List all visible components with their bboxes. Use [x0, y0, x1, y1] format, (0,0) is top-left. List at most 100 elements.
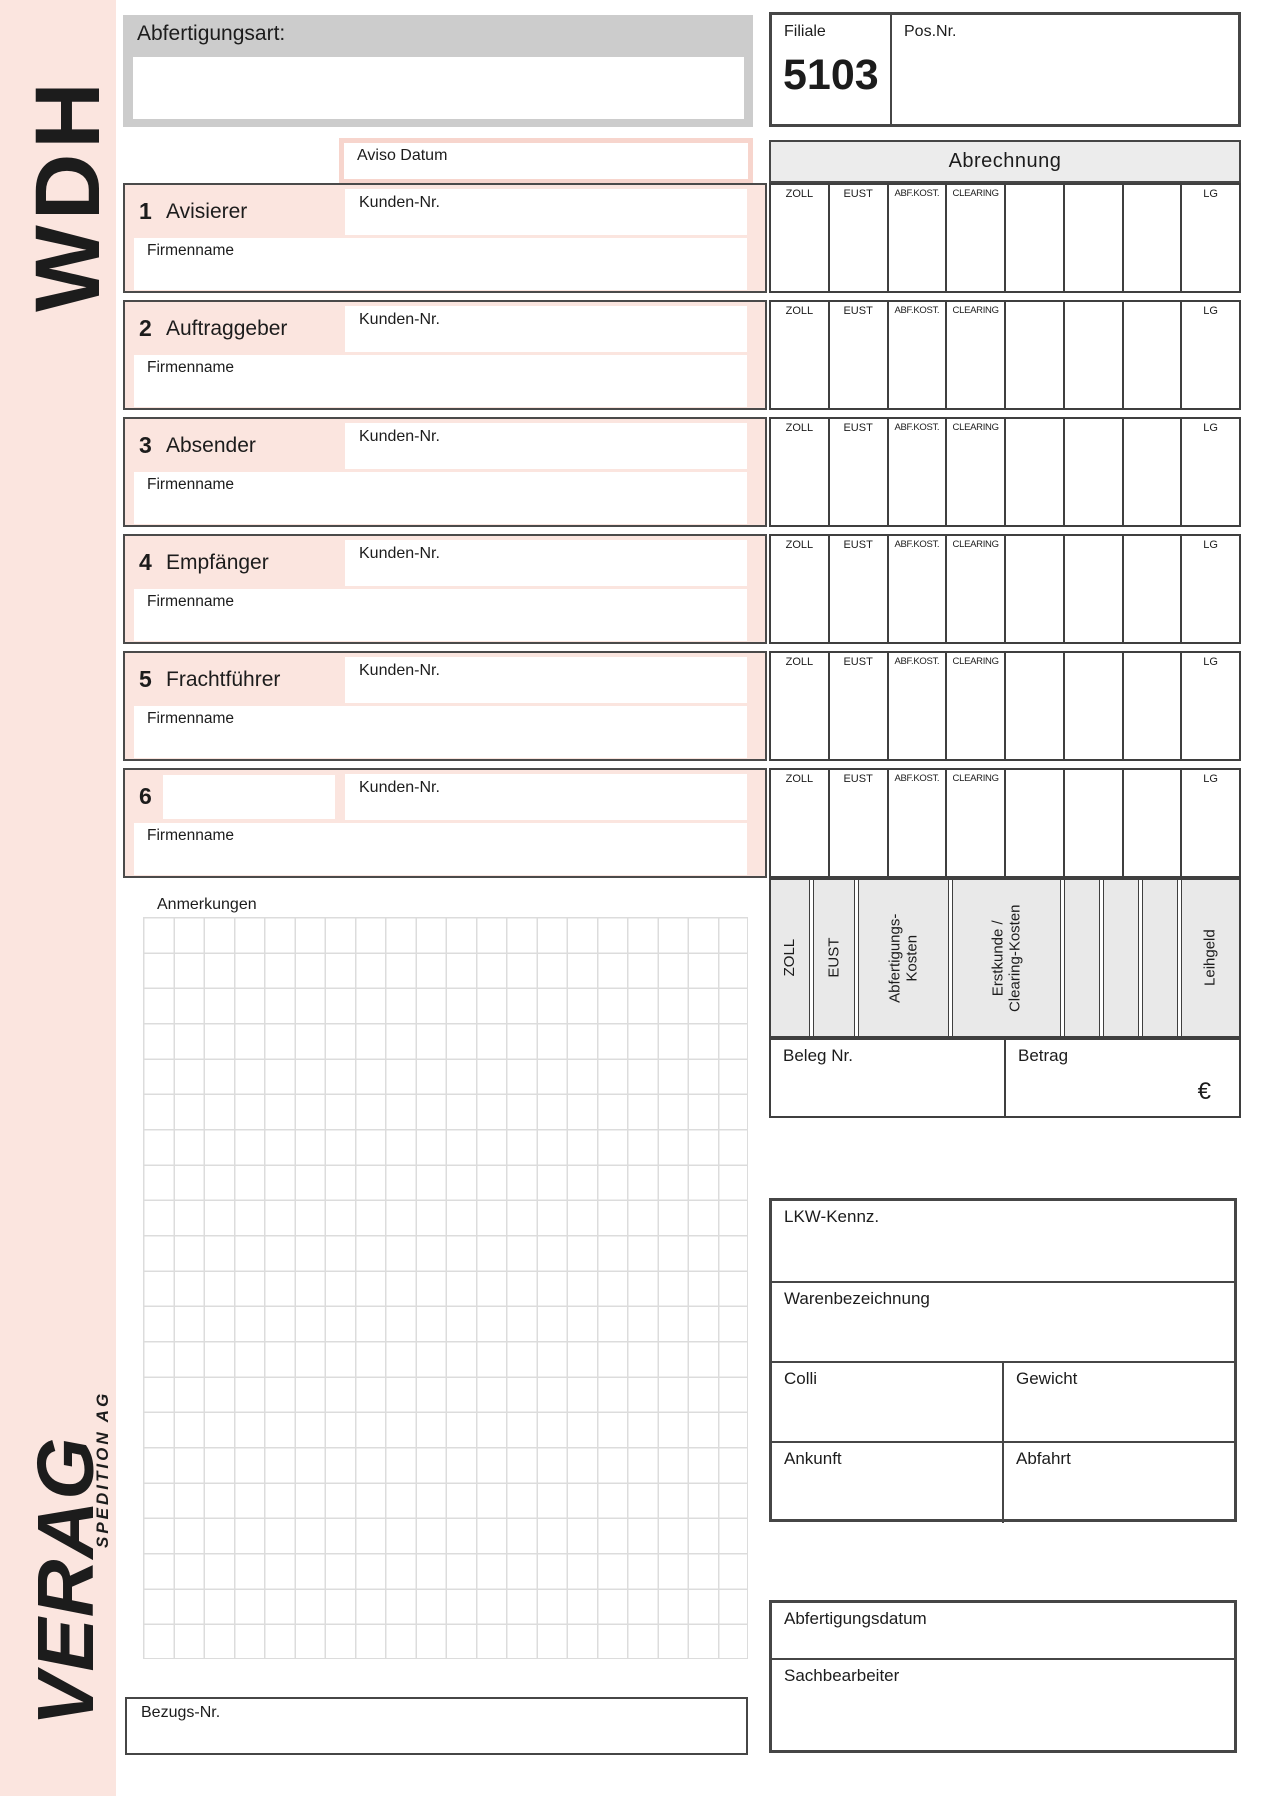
- firmenname-field[interactable]: Firmenname: [134, 706, 747, 758]
- column-header-abfkost: ABF.KOST.: [894, 422, 940, 433]
- abrechnung-cell-abfkost-row4[interactable]: ABF.KOST.: [886, 536, 946, 642]
- abrechnung-cell-eust-row1[interactable]: EUST: [827, 185, 887, 291]
- abrechnung-cell-eust-row2[interactable]: EUST: [827, 302, 887, 408]
- abrechnung-cell-zoll-row2[interactable]: ZOLL: [771, 302, 828, 408]
- abrechnung-cell-clearing-row2[interactable]: CLEARING: [945, 302, 1004, 408]
- abrechnung-cell-zoll-row1[interactable]: ZOLL: [771, 185, 828, 291]
- abrechnung-cell-abfkost-row3[interactable]: ABF.KOST.: [886, 419, 946, 525]
- abrechnung-cell-blank-row5[interactable]: [1004, 653, 1063, 759]
- footer-label: Erstkunde / Clearing-Kosten: [989, 904, 1024, 1012]
- abrechnung-cell-blank-row6[interactable]: [1062, 770, 1122, 876]
- section-2-auftraggeber: 2 Auftraggeber Kunden-Nr. Firmenname: [123, 300, 767, 410]
- abrechnung-cell-clearing-row5[interactable]: CLEARING: [945, 653, 1004, 759]
- abrechnung-cell-eust-row6[interactable]: EUST: [827, 770, 887, 876]
- bezugs-nr-field[interactable]: Bezugs-Nr.: [125, 1697, 748, 1755]
- abrechnung-cell-eust-row4[interactable]: EUST: [827, 536, 887, 642]
- colli-field[interactable]: Colli: [772, 1363, 1002, 1441]
- abrechnung-cell-blank-row1[interactable]: [1121, 185, 1181, 291]
- abrechnung-cell-clearing-row4[interactable]: CLEARING: [945, 536, 1004, 642]
- abrechnung-cell-clearing-row6[interactable]: CLEARING: [945, 770, 1004, 876]
- sachbearbeiter-field[interactable]: Sachbearbeiter: [772, 1658, 1234, 1752]
- kunden-nr-field[interactable]: Kunden-Nr.: [345, 423, 747, 469]
- column-header-eust: EUST: [843, 539, 873, 551]
- firmenname-field[interactable]: Firmenname: [134, 823, 747, 875]
- abrechnung-cell-blank-row4[interactable]: [1062, 536, 1122, 642]
- abrechnung-cell-lg-row1[interactable]: LG: [1180, 185, 1239, 291]
- abrechnung-cell-lg-row3[interactable]: LG: [1180, 419, 1239, 525]
- abrechnung-cell-blank-row3[interactable]: [1062, 419, 1122, 525]
- beleg-betrag-row: Beleg Nr. Betrag €: [769, 1038, 1241, 1118]
- abfertigungsart-input[interactable]: [133, 57, 744, 119]
- aviso-datum-field[interactable]: Aviso Datum: [339, 138, 753, 184]
- abrechnung-cell-zoll-row5[interactable]: ZOLL: [771, 653, 828, 759]
- ankunft-field[interactable]: Ankunft: [772, 1443, 1002, 1523]
- kunden-nr-field[interactable]: Kunden-Nr.: [345, 306, 747, 352]
- lkw-kennz-field[interactable]: LKW-Kennz.: [772, 1201, 1234, 1281]
- abrechnung-cell-blank-row2[interactable]: [1004, 302, 1063, 408]
- gewicht-field[interactable]: Gewicht: [1002, 1363, 1234, 1441]
- abrechnung-cell-lg-row2[interactable]: LG: [1180, 302, 1239, 408]
- firmenname-label: Firmenname: [147, 359, 234, 376]
- firmenname-label: Firmenname: [147, 710, 234, 727]
- processing-box: Abfertigungsdatum Sachbearbeiter: [769, 1600, 1237, 1753]
- abrechnung-cell-blank-row3[interactable]: [1004, 419, 1063, 525]
- firmenname-field[interactable]: Firmenname: [134, 355, 747, 407]
- firmenname-field[interactable]: Firmenname: [134, 472, 747, 524]
- warenbezeichnung-label: Warenbezeichnung: [784, 1289, 930, 1308]
- abrechnung-cell-lg-row6[interactable]: LG: [1180, 770, 1239, 876]
- abrechnung-cell-blank-row5[interactable]: [1121, 653, 1181, 759]
- section-number: 2: [139, 315, 152, 341]
- abrechnung-cell-blank-row5[interactable]: [1062, 653, 1122, 759]
- section-title: Auftraggeber: [166, 317, 288, 340]
- column-header-lg: LG: [1203, 539, 1218, 551]
- abrechnung-cell-blank-row4[interactable]: [1121, 536, 1181, 642]
- section-title: Absender: [166, 434, 256, 457]
- kunden-nr-field[interactable]: Kunden-Nr.: [345, 657, 747, 703]
- column-header-lg: LG: [1203, 656, 1218, 668]
- abrechnung-cell-blank-row6[interactable]: [1004, 770, 1063, 876]
- abrechnung-cell-blank-row2[interactable]: [1121, 302, 1181, 408]
- abrechnung-cell-zoll-row3[interactable]: ZOLL: [771, 419, 828, 525]
- section-name-input[interactable]: [163, 775, 335, 819]
- wdh-logo: WDH: [17, 77, 119, 312]
- footer-cell-leihgeld: Leihgeld: [1181, 880, 1239, 1036]
- abfahrt-field[interactable]: Abfahrt: [1002, 1443, 1234, 1523]
- abrechnung-cell-blank-row1[interactable]: [1004, 185, 1063, 291]
- abrechnung-cell-lg-row5[interactable]: LG: [1180, 653, 1239, 759]
- anmerkungen-grid[interactable]: [143, 917, 748, 1659]
- abrechnung-cell-blank-row4[interactable]: [1004, 536, 1063, 642]
- beleg-nr-field[interactable]: Beleg Nr.: [771, 1040, 1006, 1116]
- firmenname-label: Firmenname: [147, 827, 234, 844]
- abrechnung-cell-blank-row6[interactable]: [1121, 770, 1181, 876]
- firmenname-label: Firmenname: [147, 593, 234, 610]
- abrechnung-cell-blank-row3[interactable]: [1121, 419, 1181, 525]
- firmenname-field[interactable]: Firmenname: [134, 238, 747, 290]
- filiale-value: 5103: [783, 51, 879, 99]
- abfertigungsart-label: Abfertigungsart:: [137, 22, 286, 45]
- kunden-nr-field[interactable]: Kunden-Nr.: [345, 189, 747, 235]
- footer-cell-abfertigungs: Abfertigungs- Kosten: [857, 880, 949, 1036]
- abrechnung-cell-blank-row1[interactable]: [1062, 185, 1122, 291]
- abrechnung-cell-zoll-row4[interactable]: ZOLL: [771, 536, 828, 642]
- abrechnung-cell-abfkost-row5[interactable]: ABF.KOST.: [886, 653, 946, 759]
- abrechnung-cell-lg-row4[interactable]: LG: [1180, 536, 1239, 642]
- abrechnung-cell-abfkost-row6[interactable]: ABF.KOST.: [886, 770, 946, 876]
- abrechnung-cell-abfkost-row2[interactable]: ABF.KOST.: [886, 302, 946, 408]
- warenbezeichnung-field[interactable]: Warenbezeichnung: [772, 1281, 1234, 1361]
- abrechnung-cell-abfkost-row1[interactable]: ABF.KOST.: [886, 185, 946, 291]
- ankunft-abfahrt-row: Ankunft Abfahrt: [772, 1441, 1234, 1523]
- kunden-nr-field[interactable]: Kunden-Nr.: [345, 774, 747, 820]
- abrechnung-cell-blank-row2[interactable]: [1062, 302, 1122, 408]
- column-header-zoll: ZOLL: [785, 305, 814, 317]
- pos-nr-field[interactable]: Pos.Nr.: [892, 15, 1238, 124]
- abrechnung-cell-clearing-row3[interactable]: CLEARING: [945, 419, 1004, 525]
- firmenname-field[interactable]: Firmenname: [134, 589, 747, 641]
- abrechnung-cell-eust-row3[interactable]: EUST: [827, 419, 887, 525]
- abfahrt-label: Abfahrt: [1016, 1449, 1071, 1468]
- abrechnung-cell-zoll-row6[interactable]: ZOLL: [771, 770, 828, 876]
- betrag-field[interactable]: Betrag €: [1006, 1040, 1239, 1116]
- kunden-nr-field[interactable]: Kunden-Nr.: [345, 540, 747, 586]
- abfertigungsdatum-field[interactable]: Abfertigungsdatum: [772, 1603, 1234, 1658]
- abrechnung-cell-clearing-row1[interactable]: CLEARING: [945, 185, 1004, 291]
- abrechnung-cell-eust-row5[interactable]: EUST: [827, 653, 887, 759]
